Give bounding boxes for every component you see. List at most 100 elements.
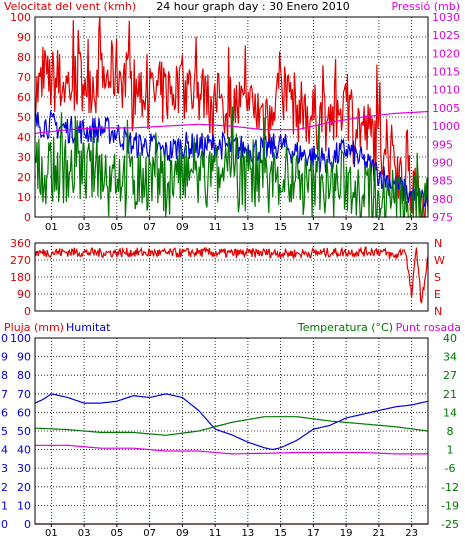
y-tick-label: 990 — [432, 156, 453, 169]
y-tick-label: 40 — [443, 332, 457, 345]
y-tick-label: 2 — [1, 481, 8, 494]
direction-frame — [34, 242, 429, 312]
y-tick-label: 100 — [10, 332, 31, 345]
direction-grid — [35, 243, 428, 311]
y-tick-label: E — [434, 288, 441, 301]
hour-tick-label: 17 — [307, 222, 320, 233]
y-tick-label: N — [434, 305, 442, 318]
hour-tick-label: 05 — [111, 222, 124, 233]
y-tick-label: 60 — [17, 406, 31, 419]
y-tick-label: 50 — [17, 425, 31, 438]
y-tick-label: 60 — [17, 91, 31, 104]
y-tick-label: 1 — [447, 444, 454, 457]
hour-tick-label: 21 — [373, 222, 386, 233]
humidity-axis-title: Humitat — [66, 321, 111, 334]
hour-tick-label: 19 — [340, 528, 353, 539]
y-tick-label: 50 — [17, 111, 31, 124]
y-tick-label: 6 — [1, 406, 8, 419]
y-tick-label: 1010 — [432, 84, 460, 97]
y-tick-label: 90 — [17, 351, 31, 364]
y-tick-label: 10 — [17, 191, 31, 204]
wind-speed-axis-title: Velocitat del vent (kmh) — [4, 0, 136, 13]
y-tick-label: 30 — [17, 151, 31, 164]
y-tick-label: 3 — [1, 462, 8, 475]
punt-rosada-line — [35, 444, 428, 455]
y-tick-label: 90 — [17, 288, 31, 301]
y-tick-label: 10 — [17, 499, 31, 512]
y-tick-label: 1030 — [432, 11, 460, 24]
temperatura-line — [34, 416, 429, 436]
hour-tick-label: 15 — [274, 528, 287, 539]
y-tick-label: 80 — [17, 51, 31, 64]
wind-pressure-frame — [34, 16, 429, 218]
y-tick-label: 1025 — [432, 29, 460, 42]
y-tick-label: 985 — [432, 175, 453, 188]
y-tick-label: 0 — [24, 518, 31, 531]
hour-tick-label: 05 — [111, 528, 124, 539]
rain-humidity-temp-chart: Pluja (mm) Humitat Temperatura (°C) Punt… — [0, 321, 461, 539]
wind-pressure-series — [34, 17, 429, 218]
temperature-axis-title: Temperatura (°C) — [297, 321, 393, 334]
pressi--line — [34, 110, 429, 134]
y-tick-label: 975 — [432, 211, 453, 224]
y-tick-label: 1020 — [432, 47, 460, 60]
y-tick-label: 180 — [10, 271, 31, 284]
rain-humidity-temp-hour-labels: 01 03 05 07 09 11 13 15 17 19 21 23 — [45, 524, 418, 539]
y-tick-label: -19 — [441, 499, 459, 512]
direction-degree-tick-labels: 0 90 180 270 360 — [10, 237, 31, 318]
hour-tick-label: 07 — [143, 222, 156, 233]
hour-tick-label: 13 — [242, 528, 255, 539]
y-tick-label: 8 — [1, 369, 8, 382]
y-tick-label: 5 — [1, 425, 8, 438]
y-tick-label: 1015 — [432, 66, 460, 79]
rain-tick-labels: 0 1 2 3 4 5 6 7 8 9 10 — [0, 332, 8, 531]
y-tick-label: 0 — [24, 305, 31, 318]
wind-speed-tick-labels: 0 10 20 30 40 50 60 70 80 90 100 — [10, 11, 31, 224]
y-tick-label: 0 — [24, 211, 31, 224]
hour-tick-label: 09 — [176, 222, 189, 233]
rain-humidity-temp-grid — [35, 338, 428, 524]
y-tick-label: 21 — [443, 388, 457, 401]
y-tick-label: 20 — [17, 481, 31, 494]
chart-title: 24 hour graph day : 30 Enero 2010 — [156, 0, 350, 13]
y-tick-label: 100 — [10, 11, 31, 24]
hour-tick-label: 03 — [78, 222, 91, 233]
hour-tick-label: 09 — [176, 528, 189, 539]
wind-pressure-chart: Velocitat del vent (kmh) 24 hour graph d… — [4, 0, 460, 233]
y-tick-label: 34 — [443, 351, 457, 364]
direction-series — [34, 245, 429, 304]
rain-axis-title: Pluja (mm) — [4, 321, 64, 334]
hour-tick-label: 01 — [45, 528, 58, 539]
rain-humidity-temp-series — [34, 393, 429, 525]
hour-tick-label: 03 — [78, 528, 91, 539]
direction-line — [34, 245, 429, 304]
y-tick-label: 40 — [17, 444, 31, 457]
y-tick-label: 40 — [17, 131, 31, 144]
hour-tick-label: 15 — [274, 222, 287, 233]
y-tick-label: 10 — [0, 332, 8, 345]
y-tick-label: 1005 — [432, 102, 460, 115]
y-tick-label: 27 — [443, 369, 457, 382]
y-tick-label: 1000 — [432, 120, 460, 133]
y-tick-label: 980 — [432, 193, 453, 206]
y-tick-label: 1 — [1, 499, 8, 512]
green-line — [34, 106, 429, 218]
y-tick-label: -12 — [441, 481, 459, 494]
y-tick-label: W — [434, 254, 445, 267]
wind-pressure-hour-labels: 01 03 05 07 09 11 13 15 17 19 21 23 — [45, 217, 418, 233]
hour-tick-label: 11 — [209, 528, 222, 539]
hour-tick-label: 13 — [242, 222, 255, 233]
y-tick-label: 995 — [432, 138, 453, 151]
rain-humidity-temp-frame — [34, 337, 429, 525]
y-tick-label: 270 — [10, 254, 31, 267]
hour-tick-label: 07 — [143, 528, 156, 539]
y-tick-label: 30 — [17, 462, 31, 475]
y-tick-label: -25 — [441, 518, 459, 531]
hour-tick-label: 01 — [45, 222, 58, 233]
y-tick-label: 20 — [17, 171, 31, 184]
y-tick-label: 80 — [17, 369, 31, 382]
dew-point-axis-title: Punt rosada — [396, 321, 461, 334]
